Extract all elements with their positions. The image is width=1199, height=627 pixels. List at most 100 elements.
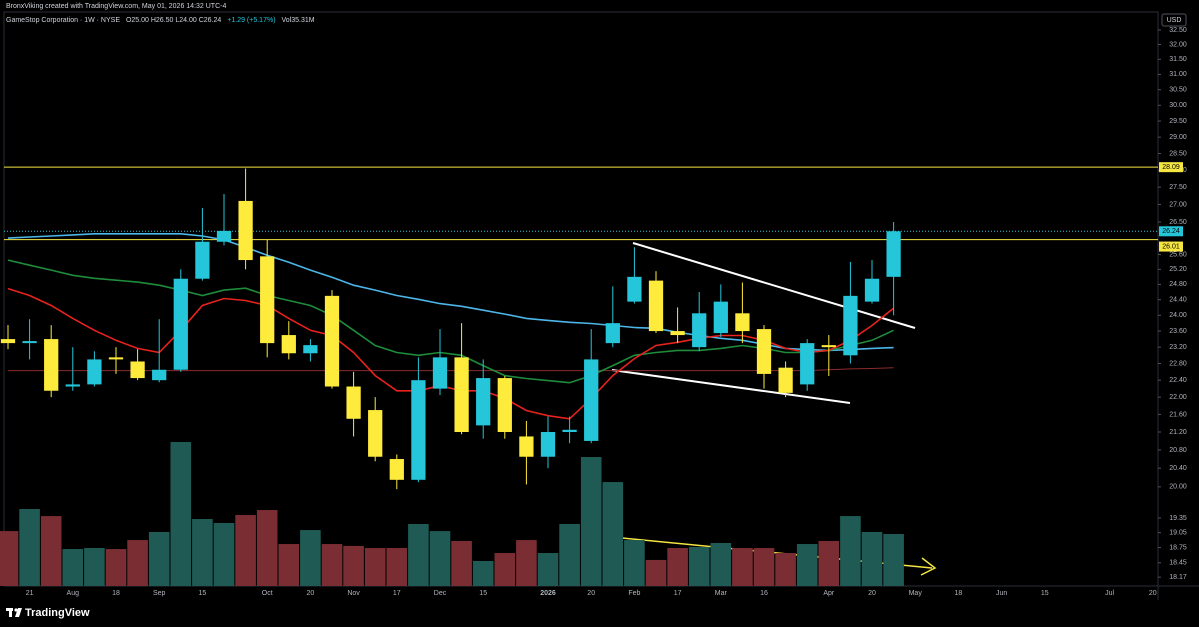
credit: BronxViking created with TradingView.com…: [6, 3, 226, 10]
y-tick-label: 22.40: [1169, 377, 1187, 384]
volume-bar: [688, 546, 710, 586]
candle-body: [303, 345, 318, 354]
candle-body: [605, 323, 620, 344]
candle-body: [497, 378, 512, 433]
candle-body: [692, 313, 707, 348]
y-tick-label: 18.45: [1169, 560, 1187, 567]
volume-bar: [300, 530, 321, 586]
y-tick-label: 31.50: [1169, 56, 1187, 63]
candle-body: [108, 357, 124, 360]
volume-label: Vol35.31M: [281, 17, 314, 24]
x-tick-label: 20: [1149, 590, 1157, 597]
candle-body: [843, 295, 858, 356]
moving-average: [7, 233, 894, 352]
candle-body: [584, 359, 599, 441]
candle-body: [778, 367, 793, 393]
moving-average: [7, 259, 894, 384]
volume-bar: [386, 548, 408, 586]
candle-body: [562, 429, 577, 433]
level-label: 26.01: [1162, 243, 1180, 250]
volume-bar: [710, 543, 732, 586]
y-tick-label: 27.00: [1169, 201, 1187, 208]
volume-bar: [472, 560, 494, 586]
volume-bar: [667, 548, 688, 586]
x-tick-label: May: [909, 590, 923, 597]
volume: [0, 442, 904, 586]
x-tick-label: 15: [479, 590, 487, 597]
candle-body: [756, 329, 772, 374]
y-tick-label: 19.35: [1169, 515, 1187, 522]
candle-body: [713, 301, 728, 334]
y-tick-label: 26.50: [1169, 219, 1187, 226]
y-tick-label: 29.00: [1169, 134, 1187, 141]
candle-body: [44, 339, 59, 391]
volume-bar: [256, 510, 278, 586]
volume-bar: [408, 524, 429, 586]
candle-body: [0, 339, 16, 344]
volume-bar: [883, 534, 904, 586]
currency-box[interactable]: [1161, 13, 1187, 27]
x-tick-label: Aug: [67, 590, 80, 597]
y-tick-label: 18.17: [1169, 574, 1187, 581]
last-price-box: [1159, 226, 1183, 237]
volume-bar: [40, 516, 62, 586]
x-tick-label: 18: [112, 590, 120, 597]
volume-bar: [451, 540, 472, 586]
y-tick-label: 31.00: [1169, 71, 1187, 78]
candle-body: [432, 357, 448, 389]
volume-bar: [84, 548, 105, 586]
x-tick-label: Feb: [628, 590, 640, 597]
volume-bar: [235, 515, 256, 586]
volume-bar: [796, 544, 818, 586]
x-tick-label: Oct: [262, 590, 273, 597]
candle-body: [130, 361, 145, 379]
x-tick-label: Sep: [153, 590, 166, 597]
x-tick-label: 18: [955, 590, 963, 597]
y-tick-label: 23.20: [1169, 344, 1187, 351]
y-tick-label: 18.75: [1169, 544, 1187, 551]
candles: [0, 168, 901, 490]
volume-bar: [861, 531, 883, 586]
volume-bar: [580, 457, 602, 586]
candle-body: [540, 432, 556, 457]
volume-bar: [148, 531, 170, 586]
candle-body: [281, 335, 296, 354]
trendline-upper[interactable]: [632, 242, 916, 329]
candle-body: [152, 369, 167, 381]
y-tick-label: 24.00: [1169, 312, 1187, 319]
x-tick-label: 15: [198, 590, 206, 597]
x-tick-label: Jul: [1105, 590, 1114, 597]
candle-body: [648, 280, 664, 332]
ohlc: O25.00 H26.50 L24.00 C26.24: [126, 17, 221, 24]
volume-bar: [516, 540, 537, 586]
volume-bar: [170, 442, 192, 586]
levels: 28.09 26.01 26.24: [4, 162, 1183, 252]
y-tick-label: 22.80: [1169, 360, 1187, 367]
currency[interactable]: USD: [1167, 17, 1182, 24]
volume-bar: [364, 548, 386, 586]
volume-bar: [840, 516, 861, 586]
volume-bar: [494, 553, 516, 586]
change: +1.29 (+5.17%): [227, 17, 275, 24]
candle-body: [216, 230, 232, 242]
volume-bar: [62, 549, 84, 586]
x-tick-label: 17: [393, 590, 401, 597]
moving-average: [7, 287, 895, 420]
x-tick-label: 2026: [540, 590, 556, 597]
candle-body: [821, 345, 836, 348]
x-tick-label: 20: [587, 590, 595, 597]
volume-bar: [775, 553, 796, 586]
volume-bar: [213, 522, 235, 586]
volume-bar: [429, 531, 451, 586]
trendline-lower[interactable]: [611, 369, 851, 404]
candle-body: [260, 256, 275, 344]
candle-body: [454, 357, 469, 433]
y-tick-label: 20.80: [1169, 447, 1187, 454]
logo-mark: [14, 608, 18, 612]
candle-body: [173, 278, 188, 370]
y-tick-label: 23.60: [1169, 328, 1187, 335]
x-tick-label: 16: [760, 590, 768, 597]
logo-mark: [9, 608, 12, 617]
volume-bar: [537, 553, 559, 586]
